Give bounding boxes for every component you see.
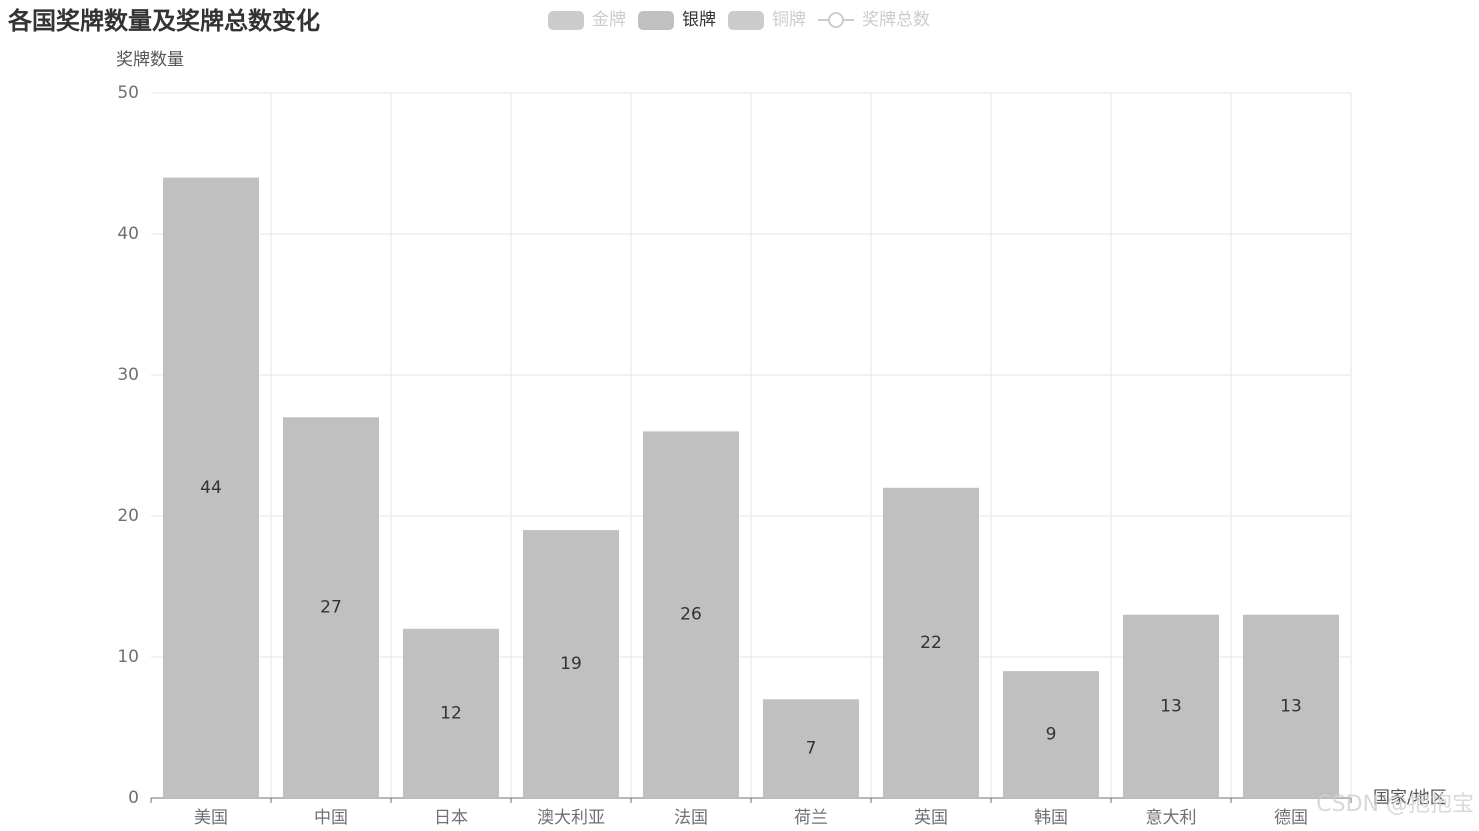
x-tick-label: 澳大利亚 [537,808,605,828]
y-tick-label: 40 [117,224,139,244]
x-tick-label: 美国 [194,808,228,828]
legend-label: 奖牌总数 [862,10,930,30]
legend-icon [638,11,674,30]
bar [163,177,259,799]
x-tick-label: 韩国 [1034,808,1068,828]
chart-title: 各国奖牌数量及奖牌总数变化 [7,7,320,35]
bar [1243,614,1339,798]
x-tick-label: 意大利 [1146,808,1197,828]
data-label: 13 [1280,696,1302,716]
data-label: 7 [806,739,817,759]
x-tick-label: 法国 [674,808,708,828]
legend-label: 金牌 [592,10,626,30]
x-tick-label: 英国 [914,808,948,828]
x-tick-label: 中国 [314,808,348,828]
bar [1123,614,1219,798]
bar [1003,671,1099,798]
bar [883,487,979,798]
bar [403,628,499,798]
y-tick-label: 30 [117,365,139,385]
legend-icon [548,11,584,30]
data-label: 19 [560,654,582,674]
data-label: 27 [320,598,342,618]
y-tick-label: 20 [117,506,139,526]
bar [283,417,379,798]
y-tick-label: 10 [117,647,139,667]
data-label: 12 [440,703,462,723]
legend-label: 铜牌 [772,10,806,30]
y-tick-label: 0 [128,788,139,808]
data-label: 26 [680,605,702,625]
legend-icon [728,11,764,30]
data-label: 13 [1160,696,1182,716]
x-axis-label: 国家/地区 [1373,788,1447,808]
y-tick-label: 50 [117,83,139,103]
x-tick-label: 荷兰 [794,808,828,828]
data-label: 22 [920,633,942,653]
watermark: CSDN @抱抱宝 [1316,792,1474,817]
x-tick-label: 德国 [1274,808,1308,828]
bar [643,431,739,798]
legend-icon [828,12,844,28]
y-axis-label: 奖牌数量 [116,50,184,70]
bar [523,530,619,798]
legend-label: 银牌 [682,10,716,30]
data-label: 9 [1046,725,1057,745]
x-tick-label: 日本 [434,808,468,828]
data-label: 44 [200,478,222,498]
bar [763,699,859,798]
